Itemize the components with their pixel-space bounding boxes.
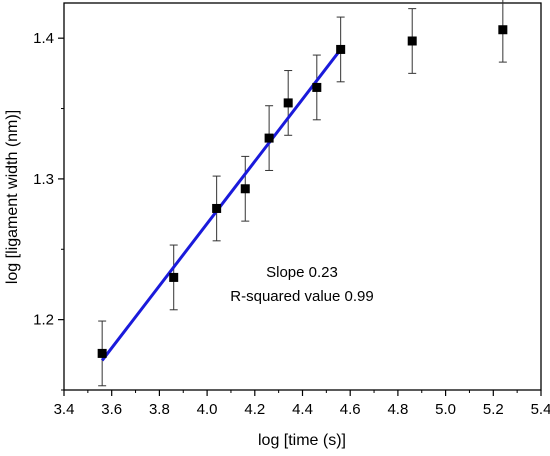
y-axis-label: log [ligament width (nm)] [4,110,21,284]
data-points [97,25,508,358]
x-tick-label: 4.6 [340,401,361,418]
data-point [498,25,508,35]
x-tick-label: 3.4 [54,401,75,418]
y-tick-label: 1.3 [33,171,54,188]
annotation-slope: Slope 0.23 [266,264,338,281]
data-point [336,44,346,54]
fit-line [100,48,342,362]
data-point [407,36,417,46]
data-point [264,133,274,143]
x-tick-label: 3.8 [149,401,170,418]
y-tick-label: 1.2 [33,312,54,329]
annotation-r-squared: R-squared value 0.99 [230,288,373,305]
x-tick-label: 4.2 [244,401,265,418]
y-tick-label: 1.4 [33,30,54,47]
data-point [283,98,293,108]
x-tick-label: 4.0 [197,401,218,418]
data-point [212,203,222,213]
x-tick-label: 5.0 [435,401,456,418]
data-point [97,348,107,358]
y-axis-ticks: 1.2 1.3 1.4 [33,30,64,391]
x-tick-label: 4.8 [387,401,408,418]
plot-frame [63,2,542,391]
x-axis-label: log [time (s)] [258,432,346,449]
error-bars [98,0,507,387]
x-tick-label: 4.4 [292,401,313,418]
data-point [312,82,322,92]
x-tick-label: 5.2 [483,401,504,418]
x-tick-label: 5.4 [531,401,550,418]
x-axis-ticks: 3.4 3.6 3.8 4.0 4.2 4.4 4.6 4.8 5.0 5.2 5.4 [54,390,550,418]
x-tick-label: 3.6 [101,401,122,418]
data-point [240,184,250,194]
data-point [169,272,179,282]
